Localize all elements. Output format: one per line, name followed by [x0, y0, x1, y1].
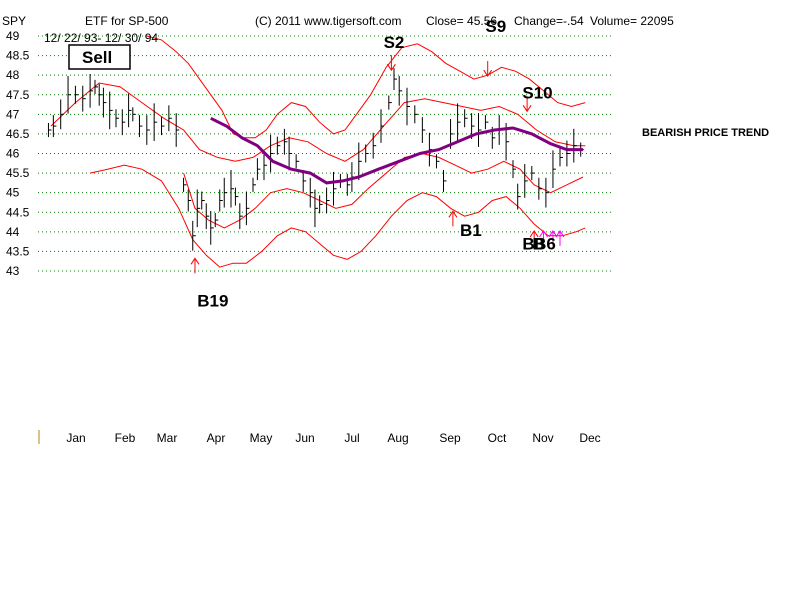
lower-band-line	[89, 164, 586, 268]
signal-label-overlap: B	[532, 234, 544, 253]
signal-arrow-b6	[529, 230, 539, 246]
arrow-head	[448, 210, 458, 218]
y-tick-label: 49	[6, 29, 20, 43]
arrow-head	[190, 257, 200, 265]
volume-label: Volume= 22095	[590, 14, 674, 28]
arrow-head	[539, 230, 548, 238]
y-tick-label: 43.5	[6, 244, 30, 258]
x-tick-label: Sep	[439, 431, 461, 445]
moving-average-line	[210, 116, 583, 185]
upper-band-line	[146, 35, 586, 139]
y-tick-label: 45	[6, 186, 20, 200]
y-tick-label: 47.5	[6, 88, 30, 102]
arrow-head	[529, 230, 539, 238]
y-tick-label: 48	[6, 68, 20, 82]
sell-box-label: Sell	[82, 48, 112, 67]
moving-average-group	[210, 116, 583, 185]
y-tick-label: 47	[6, 107, 20, 121]
x-tick-label: Mar	[157, 431, 178, 445]
bands-group	[50, 35, 586, 268]
date-range-label: 12/ 22/ 93- 12/ 30/ 94	[44, 31, 158, 45]
signal-arrow	[539, 230, 548, 246]
close-label: Close= 45.56	[426, 14, 497, 28]
signal-label-b19: B19	[197, 291, 228, 310]
inner-lower-band-line	[183, 152, 584, 229]
arrow-head	[555, 230, 565, 238]
signal-label-overlap: B	[522, 234, 534, 253]
change-label: Change=-.54	[514, 14, 584, 28]
arrow-head	[548, 230, 558, 238]
x-tick-label: Dec	[579, 431, 600, 445]
x-tick-label: Jan	[66, 431, 85, 445]
x-tick-label: Apr	[207, 431, 226, 445]
x-tick-label: Aug	[387, 431, 408, 445]
etf-label: ETF for SP-500	[85, 14, 169, 28]
signal-arrow	[548, 230, 558, 246]
signal-arrow-s10	[522, 96, 532, 113]
arrow-head	[483, 69, 493, 77]
arrow-head	[522, 105, 532, 113]
x-tick-label: Feb	[115, 431, 136, 445]
x-tick-label: Oct	[488, 431, 507, 445]
signal-label-s2: S2	[384, 33, 405, 52]
x-tick-label: May	[250, 431, 273, 445]
ticker-label: SPY	[2, 14, 26, 28]
signal-label-b6: B6	[534, 234, 556, 253]
signal-label-s9: S9	[485, 17, 506, 36]
signal-arrow-s9	[483, 61, 493, 77]
copyright-label: (C) 2011 www.tigersoft.com	[255, 14, 402, 28]
arrow-head	[386, 63, 396, 72]
y-tick-label: 44.5	[6, 205, 30, 219]
sell-box	[68, 44, 131, 70]
trend-label: BEARISH PRICE TREND	[642, 127, 769, 139]
y-tick-label: 45.5	[6, 166, 30, 180]
signal-arrows-group	[190, 55, 565, 274]
signal-arrow-b1	[448, 210, 458, 227]
signal-arrow-s2	[386, 55, 396, 72]
y-axis-ticks: 49 48.5 48 47.5 47 46.5 46 45.5 45 44.5 44 43.5 43	[6, 29, 30, 278]
y-tick-label: 48.5	[6, 49, 30, 63]
signal-arrow-b19	[190, 257, 200, 274]
signal-label-b1: B1	[460, 221, 482, 240]
x-tick-label: Jul	[344, 431, 359, 445]
signal-arrow	[555, 230, 565, 246]
inner-upper-band-line	[50, 82, 586, 162]
y-tick-label: 46	[6, 147, 20, 161]
signal-label-s10: S10	[522, 84, 552, 103]
x-tick-label: Nov	[532, 431, 553, 445]
x-tick-label: Jun	[295, 431, 314, 445]
x-axis-ticks: Jan Feb Mar Apr May Jun Jul Aug Sep Oct Nov Dec	[38, 430, 601, 445]
y-tick-label: 44	[6, 225, 20, 239]
y-tick-label: 43	[6, 264, 20, 278]
y-tick-label: 46.5	[6, 127, 30, 141]
